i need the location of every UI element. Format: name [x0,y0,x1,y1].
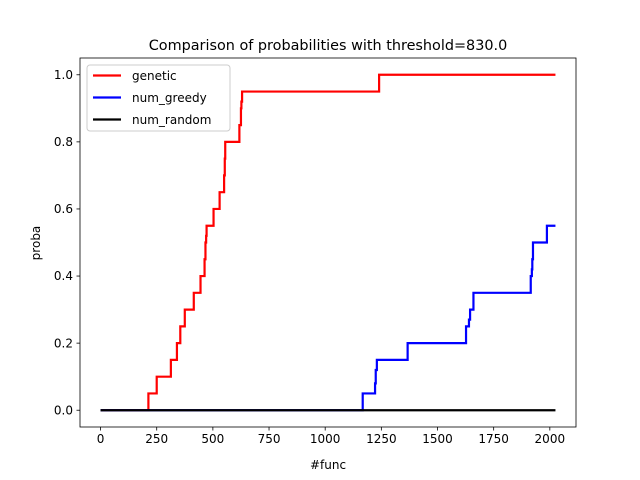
legend: genetic num_greedy num_random [86,64,231,132]
x-tick-label: 1750 [478,432,509,446]
plot-area-frame [79,57,577,428]
x-axis-label: #func [310,458,346,472]
y-axis: 0.0 0.2 0.4 0.6 0.8 1.0 [54,68,80,417]
legend-label-num-random: num_random [132,113,211,127]
x-tick-label: 1000 [310,432,341,446]
y-tick-label: 0.6 [54,202,73,216]
legend-label-genetic: genetic [132,69,177,83]
legend-label-num-greedy: num_greedy [132,91,207,105]
chart-title: Comparison of probabilities with thresho… [149,38,508,54]
x-tick-label: 2000 [535,432,566,446]
series-line-genetic [100,73,556,412]
x-tick-label: 250 [145,432,168,446]
y-tick-label: 1.0 [54,68,73,82]
x-axis: 0 250 500 750 1000 1250 1500 1750 2000 [97,427,565,446]
y-tick-label: 0.4 [54,269,73,283]
y-tick-label: 0.2 [54,336,73,350]
series-line-num-greedy [100,224,556,412]
y-tick-label: 0.0 [54,403,73,417]
legend-box [86,64,231,132]
y-axis-label: proba [29,226,43,261]
series-layer [100,73,556,412]
x-tick-label: 1250 [366,432,397,446]
x-tick-label: 500 [201,432,224,446]
x-tick-label: 1500 [422,432,453,446]
y-tick-label: 0.8 [54,135,73,149]
x-tick-label: 750 [258,432,281,446]
x-tick-label: 0 [97,432,105,446]
